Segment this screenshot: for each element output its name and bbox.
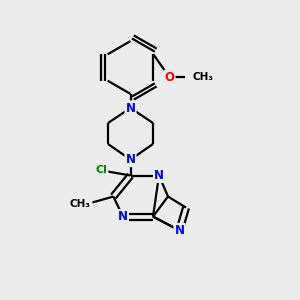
Text: N: N	[174, 224, 184, 237]
Text: N: N	[118, 210, 128, 223]
Text: CH₃: CH₃	[193, 72, 214, 82]
Text: N: N	[154, 169, 164, 182]
Text: N: N	[125, 101, 136, 115]
Text: O: O	[164, 71, 175, 84]
Text: CH₃: CH₃	[69, 199, 90, 209]
Text: Cl: Cl	[95, 165, 107, 176]
Text: N: N	[125, 153, 136, 166]
